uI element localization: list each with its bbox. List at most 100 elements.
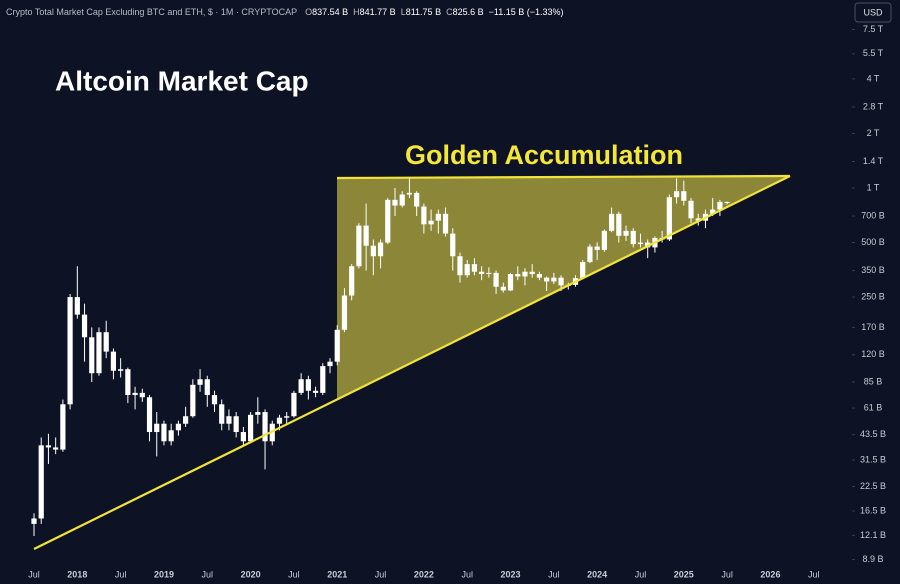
resistance-line [336, 174, 791, 180]
candle-body [507, 274, 514, 291]
ohlc-key: C [446, 7, 453, 17]
x-tick-label: Jul [461, 569, 473, 579]
candle-body [31, 518, 37, 524]
candle-body [103, 332, 109, 352]
candle-body [370, 245, 376, 257]
candle-body [168, 430, 174, 442]
candle-body [175, 423, 181, 431]
y-tick-label: 350 B [861, 265, 885, 275]
candle-body [681, 191, 687, 201]
ohlc-value: 837.54 B [312, 7, 348, 17]
candle-body [471, 264, 478, 272]
x-tick-label: 2026 [760, 569, 780, 579]
candle-body [392, 199, 398, 206]
candle-body [312, 390, 319, 393]
y-tick-label: 7.5 T [863, 24, 884, 34]
y-tick-label: 85 B [864, 376, 883, 386]
currency-button[interactable] [854, 2, 892, 23]
y-tick-label: 700 B [861, 210, 885, 220]
x-tick-label: 2025 [674, 569, 694, 579]
candle-body [298, 379, 304, 393]
candle-body [146, 397, 153, 433]
ohlc-key: L [401, 7, 406, 17]
candle-body [219, 404, 225, 424]
candle-body [464, 264, 470, 276]
candle-body [623, 230, 629, 236]
x-tick-label: 2019 [154, 569, 174, 579]
candle-body [630, 230, 636, 245]
candle-body [385, 199, 391, 243]
candle-body [327, 361, 333, 367]
candle-body [96, 332, 102, 374]
candle-body [551, 277, 557, 282]
y-tick-label: 500 B [861, 237, 885, 247]
candle-body [363, 225, 369, 246]
y-tick-label: 2.8 T [863, 101, 884, 111]
candle-body [428, 220, 434, 225]
candles [31, 177, 730, 537]
candle-body [67, 297, 73, 405]
candle-body [110, 351, 117, 371]
candle-body [645, 242, 651, 248]
candle-body [248, 414, 254, 442]
candle-body [349, 266, 355, 296]
x-tick-label: Jul [721, 569, 733, 579]
candle-body [710, 209, 716, 214]
candle-body [139, 392, 145, 398]
candle-body [717, 201, 723, 210]
support-trendline [33, 175, 791, 550]
candle-body [522, 271, 528, 277]
y-tick-label: 170 B [861, 322, 885, 332]
candle-body [406, 192, 413, 195]
candle-body [233, 416, 239, 433]
candle-body [334, 329, 340, 362]
x-tick-label: Jul [808, 569, 820, 579]
candle-body [183, 416, 189, 424]
x-tick-label: 2023 [501, 569, 521, 579]
y-tick-label: 120 B [861, 349, 885, 359]
candle-body [154, 423, 160, 433]
currency-label[interactable]: USD [863, 7, 883, 17]
y-tick-label: 61 B [864, 402, 883, 412]
candle-body [305, 379, 311, 391]
chart-title: Altcoin Market Cap [55, 65, 309, 96]
candle-body [226, 416, 232, 424]
candle-body [435, 213, 441, 221]
candle-body [500, 286, 506, 291]
y-tick-label: 31.5 B [860, 454, 886, 464]
candle-body [558, 277, 564, 286]
candle-body [74, 297, 80, 315]
candle-body [255, 412, 261, 415]
candle-body [493, 272, 499, 287]
candle-body [291, 392, 297, 417]
y-tick-label: 2 T [867, 128, 880, 138]
y-tick-label: 5.5 T [863, 48, 884, 58]
candle-body [580, 262, 586, 279]
candle-body [118, 369, 124, 371]
x-tick-label: 2021 [327, 569, 347, 579]
candle-body [197, 379, 203, 385]
y-tick-label: 8.9 B [862, 554, 883, 564]
ohlc-value: 825.6 B [453, 7, 484, 17]
candle-body [161, 423, 167, 442]
candle-body [479, 271, 485, 275]
candle-body [240, 432, 246, 442]
candle-body [587, 246, 593, 263]
candle-body [356, 225, 362, 267]
candle-body [450, 233, 456, 257]
candle-body [89, 337, 95, 374]
x-tick-label: Jul [548, 569, 560, 579]
candle-body [421, 206, 427, 225]
annotation: Golden Accumulation [405, 140, 683, 170]
symbol: Crypto Total Market Cap Excluding BTC an… [6, 7, 297, 17]
candle-body [211, 395, 218, 405]
y-tick-label: 250 B [861, 291, 885, 301]
y-tick-label: 12.1 B [860, 530, 886, 540]
candle-body [673, 191, 680, 198]
y-tick-label: 4 T [867, 73, 880, 83]
x-tick-label: 2022 [414, 569, 434, 579]
y-tick-label: 22.5 B [860, 481, 886, 491]
candle-body [125, 369, 131, 396]
